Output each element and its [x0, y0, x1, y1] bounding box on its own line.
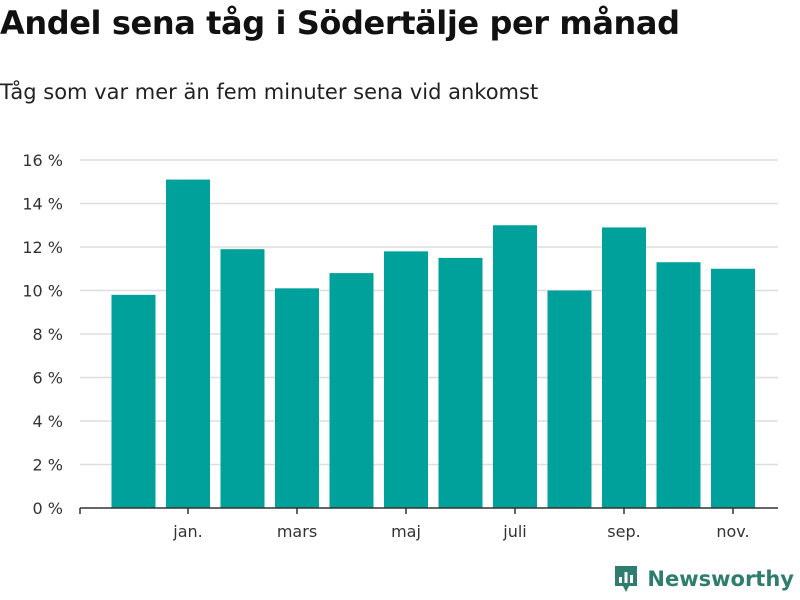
y-tick-label: 16 % [22, 151, 63, 170]
bar-maj [384, 251, 428, 508]
y-tick-labels: 0 % 2 % 4 % 6 % 8 % 10 % 12 % 14 % 16 % [22, 151, 63, 518]
x-tick-label: sep. [607, 522, 640, 541]
bar-dec [111, 294, 156, 508]
bar-aug [547, 290, 592, 508]
x-tick-label: mars [277, 522, 317, 541]
bar-okt [656, 262, 701, 508]
y-tick-label: 2 % [33, 456, 63, 475]
x-tick-label: jan. [172, 522, 202, 541]
y-tick-label: 6 % [33, 369, 63, 388]
y-tick-label: 0 % [33, 499, 63, 518]
x-tick-labels: jan. mars maj juli sep. nov. [172, 522, 749, 541]
y-tick-label: 12 % [22, 238, 63, 257]
bar-juli [493, 225, 537, 508]
bars [111, 179, 755, 509]
y-tick-label: 8 % [33, 325, 63, 344]
bar-juni [438, 257, 483, 508]
x-tick-label: juli [502, 522, 526, 541]
bar-jan [166, 179, 210, 508]
bar-nov [711, 268, 755, 508]
y-tick-label: 4 % [33, 412, 63, 431]
bar-sep [602, 227, 646, 509]
bar-feb [220, 249, 265, 509]
chart-subtitle: Tåg som var mer än fem minuter sena vid … [0, 80, 539, 104]
chart-title: Andel sena tåg i Södertälje per månad [0, 4, 680, 42]
y-tick-label: 14 % [22, 195, 63, 214]
bar-mars [275, 288, 319, 508]
bar-apr [329, 273, 374, 508]
y-tick-label: 10 % [22, 282, 63, 301]
newsworthy-logo: Newsworthy [613, 562, 794, 596]
x-tick-label: maj [391, 522, 421, 541]
x-axis [79, 507, 778, 514]
bar-chart: 0 % 2 % 4 % 6 % 8 % 10 % 12 % 14 % 16 % jan. mars… [22, 151, 778, 541]
x-tick-label: nov. [716, 522, 749, 541]
newsworthy-logo-icon [615, 566, 638, 592]
brand-name: Newsworthy [647, 567, 794, 591]
